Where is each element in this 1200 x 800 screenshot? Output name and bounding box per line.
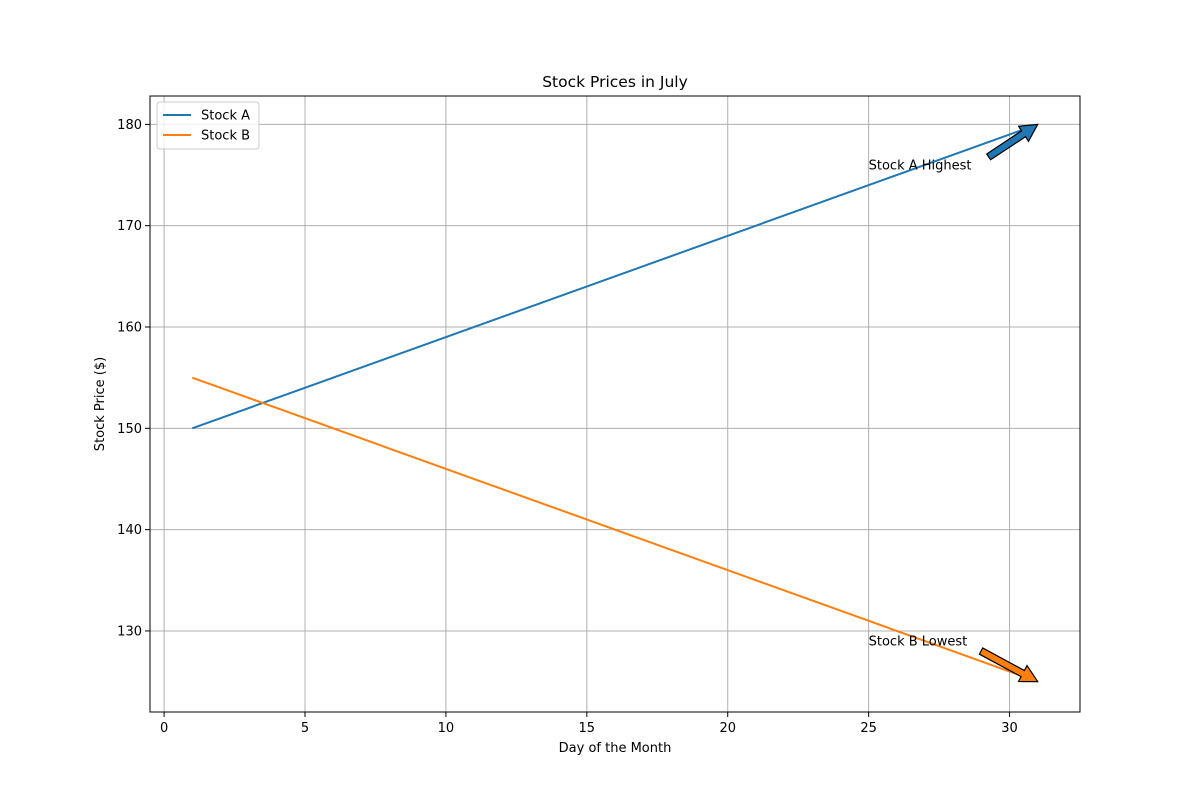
x-tick-label: 15 [579, 721, 596, 736]
x-tick-label: 5 [301, 721, 309, 736]
annotation-arrow [985, 123, 1039, 161]
y-tick-label: 130 [117, 624, 142, 639]
grid-lines [150, 96, 1080, 712]
legend: Stock A Stock B [156, 101, 260, 150]
x-tick-label: 30 [1001, 721, 1018, 736]
series-lines [191, 123, 1039, 683]
x-tick-label: 25 [860, 721, 877, 736]
legend-box [156, 101, 260, 150]
series-line-stock-b [191, 376, 1039, 683]
annotation-label: Stock A Highest [869, 158, 972, 173]
annotations: Stock A Highest Stock B Lowest [869, 123, 1039, 683]
legend-entry-label: Stock B [201, 129, 250, 144]
annotation-arrow [978, 647, 1039, 683]
y-axis-label: Stock Price ($) [93, 357, 108, 451]
axis-ticks: 0 5 10 15 20 25 30 130 140 150 160 170 180 [117, 118, 1018, 736]
y-tick-label: 140 [117, 523, 142, 538]
y-tick-label: 180 [117, 118, 142, 133]
y-tick-label: 150 [117, 422, 142, 437]
y-tick-label: 170 [117, 219, 142, 234]
plot-area-frame [149, 95, 1081, 713]
x-tick-label: 20 [719, 721, 736, 736]
chart-title: Stock Prices in July [542, 73, 688, 91]
y-tick-label: 160 [117, 321, 142, 336]
legend-entry-label: Stock A [201, 109, 250, 124]
annotation-label: Stock B Lowest [869, 635, 968, 650]
x-tick-label: 0 [160, 721, 168, 736]
series-line-stock-a [191, 123, 1039, 430]
x-axis-label: Day of the Month [559, 741, 672, 756]
x-tick-label: 10 [438, 721, 455, 736]
